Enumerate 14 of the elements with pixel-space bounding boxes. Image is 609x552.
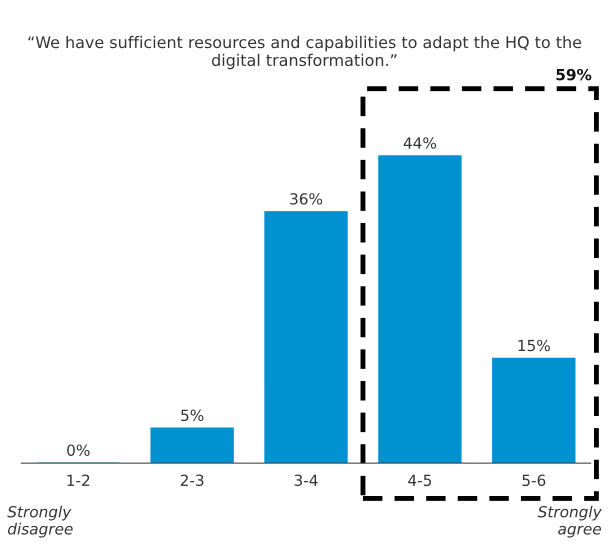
data-label: 15% [518,340,550,352]
chart-title: “We have sufficient resources and capabilities to adapt the HQ to the digital transformation.” [28,36,582,70]
data-label: 0% [67,444,90,456]
x-tick-label: 5-6 [522,474,546,486]
x-tick-label: 3-4 [294,474,318,486]
text: Strongly agree [538,506,602,538]
x-tick-label: 4-5 [408,474,432,486]
x-tick-label: 1-2 [67,474,90,486]
data-label: 44% [404,137,436,149]
data-label: 5% [181,410,204,422]
x-tick-label: 2-3 [180,474,204,486]
text: Strongly disagree [7,506,73,538]
text: 59% [556,68,592,80]
data-label: 36% [290,193,322,205]
